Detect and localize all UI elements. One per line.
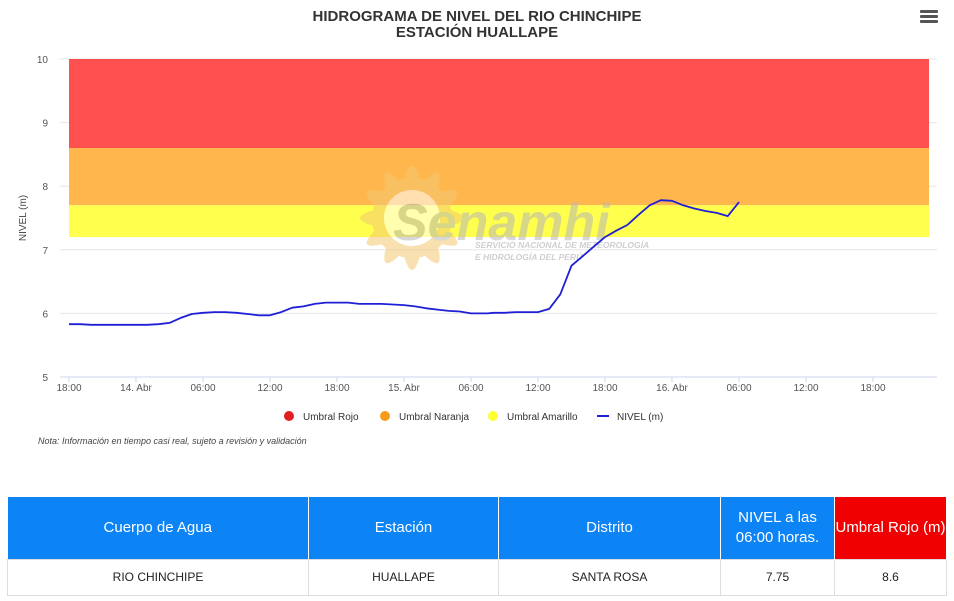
cell-umbral-rojo: 8.6 — [834, 558, 947, 596]
summary-table: Cuerpo de Agua Estación Distrito NIVEL a… — [7, 497, 947, 596]
table-row: RIO CHINCHIPE HUALLAPE SANTA ROSA 7.75 8… — [7, 558, 947, 596]
data-note: Nota: Información en tiempo casi real, s… — [38, 436, 307, 446]
legend: Umbral Rojo Umbral Naranja Umbral Amarillo… — [284, 411, 663, 423]
sun-ray — [366, 230, 384, 246]
menu-bar — [920, 10, 938, 13]
sun-ray — [440, 230, 458, 246]
legend-dot-marker — [380, 411, 390, 421]
y-tick-label: 10 — [37, 55, 49, 66]
legend-label: Umbral Amarillo — [507, 412, 578, 423]
x-tick-label: 06:00 — [458, 383, 483, 394]
x-tick-label: 06:00 — [190, 383, 215, 394]
table-header-row: Cuerpo de Agua Estación Distrito NIVEL a… — [7, 497, 947, 559]
threshold-band — [69, 59, 929, 149]
sun-ray — [424, 172, 440, 190]
legend-label: Umbral Rojo — [303, 412, 359, 423]
series-layer — [69, 199, 740, 326]
x-axis-ticks: 18:00 14. Abr 06:00 12:00 18:00 15. Abr 06:00 1… — [56, 377, 886, 394]
series-line — [637, 199, 740, 217]
x-tick-label: 12:00 — [525, 383, 550, 394]
threshold-bands — [69, 59, 929, 238]
header-distrito: Distrito — [498, 497, 721, 559]
y-tick-label: 9 — [42, 119, 48, 130]
legend-dot-marker — [284, 411, 294, 421]
x-tick-label: 15. Abr — [388, 383, 420, 394]
header-umbral-rojo: Umbral Rojo (m) — [834, 497, 947, 559]
sun-ray — [404, 166, 420, 180]
legend-dot-marker — [488, 411, 498, 421]
watermark-line1: SERVICIO NACIONAL DE METEOROLOGÍA — [475, 240, 649, 250]
threshold-band — [69, 205, 929, 238]
y-axis-title: NIVEL (m) — [18, 195, 29, 241]
hamburger-menu-icon[interactable] — [920, 10, 938, 26]
sun-ray — [384, 172, 400, 190]
x-tick-label: 18:00 — [860, 383, 885, 394]
cell-cuerpo-de-agua: RIO CHINCHIPE — [7, 558, 309, 596]
sun-ray — [366, 190, 384, 206]
menu-bar — [920, 15, 938, 18]
watermark-line2: E HIDROLOGÍA DEL PERÚ — [475, 251, 583, 262]
series-line — [69, 224, 628, 326]
threshold-band — [69, 148, 929, 206]
x-tick-label: 12:00 — [257, 383, 282, 394]
chart-subtitle: ESTACIÓN HUALLAPE — [396, 23, 558, 41]
x-tick-label: 14. Abr — [120, 383, 152, 394]
hydrograph-chart: HIDROGRAMA DE NIVEL DEL RIO CHINCHIPE ES… — [18, 8, 937, 446]
header-nivel: NIVEL a las 06:00 horas. — [720, 497, 835, 559]
sun-ray — [440, 190, 458, 206]
series-line — [626, 214, 640, 226]
menu-bar — [920, 20, 938, 23]
y-tick-label: 6 — [42, 309, 48, 320]
x-tick-label: 18:00 — [324, 383, 349, 394]
senamhi-watermark: Senamhi SERVICIO NACIONAL DE METEOROLOGÍ… — [360, 166, 649, 270]
x-tick-label: 06:00 — [726, 383, 751, 394]
x-tick-label: 18:00 — [592, 383, 617, 394]
cell-distrito: SANTA ROSA — [498, 558, 721, 596]
sun-ray — [424, 246, 440, 264]
sun-ray — [404, 256, 420, 270]
watermark-brand: Senamhi — [393, 194, 611, 252]
cell-estacion: HUALLAPE — [308, 558, 499, 596]
sun-ray — [450, 210, 464, 226]
y-axis-ticks: 5 6 7 8 9 10 — [37, 55, 49, 384]
y-tick-label: 5 — [42, 373, 48, 384]
legend-label: NIVEL (m) — [617, 412, 663, 423]
legend-label: Umbral Naranja — [399, 412, 469, 423]
x-tick-label: 16. Abr — [656, 383, 688, 394]
sun-logo-icon — [360, 166, 464, 270]
header-estacion: Estación — [308, 497, 499, 559]
x-tick-label: 18:00 — [56, 383, 81, 394]
sun-ray — [360, 210, 374, 226]
y-tick-label: 8 — [42, 182, 48, 193]
header-cuerpo-de-agua: Cuerpo de Agua — [7, 497, 309, 559]
x-tick-label: 12:00 — [793, 383, 818, 394]
y-tick-label: 7 — [42, 246, 48, 257]
cell-nivel: 7.75 — [720, 558, 835, 596]
chart-title: HIDROGRAMA DE NIVEL DEL RIO CHINCHIPE — [313, 8, 642, 25]
sun-ray — [384, 246, 400, 264]
